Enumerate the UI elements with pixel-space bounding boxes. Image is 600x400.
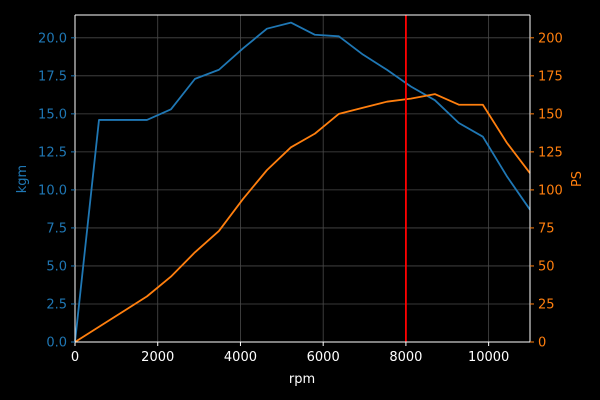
x-tick-label: 2000 xyxy=(141,350,174,365)
y2-tick-label: 25 xyxy=(538,297,555,312)
y2-tick-label: 100 xyxy=(538,183,563,198)
y2-tick-label: 200 xyxy=(538,31,563,46)
y2-tick-label: 50 xyxy=(538,259,555,274)
y2-tick-label: 150 xyxy=(538,107,563,122)
y2-tick-label: 175 xyxy=(538,69,563,84)
series-layer xyxy=(74,15,531,343)
ticks: 0 2000 4000 6000 8000 100000.02.55.07.510.012… xyxy=(38,31,563,365)
y2-tick-label: 75 xyxy=(538,221,555,236)
x-axis-title: rpm xyxy=(289,372,315,387)
y-tick-label: 0.0 xyxy=(46,336,67,351)
y2-tick-label: 125 xyxy=(538,145,563,160)
torque-series-line xyxy=(74,21,531,343)
x-tick-label: 10000 xyxy=(468,350,509,365)
power-series-line xyxy=(74,93,531,343)
y2-tick-label: 0 xyxy=(538,336,546,351)
y-axis-title-right: PS xyxy=(570,171,585,187)
x-tick-label: 0 xyxy=(71,350,79,365)
y-tick-label: 10.0 xyxy=(38,183,67,198)
y-tick-label: 5.0 xyxy=(46,259,67,274)
y-tick-label: 20.0 xyxy=(38,31,67,46)
y-tick-label: 7.5 xyxy=(46,221,67,236)
y-tick-label: 2.5 xyxy=(46,297,67,312)
y-tick-label: 12.5 xyxy=(38,145,67,160)
x-tick-label: 4000 xyxy=(224,350,257,365)
axes xyxy=(74,14,531,343)
y-tick-label: 15.0 xyxy=(38,107,67,122)
grid xyxy=(74,15,530,343)
x-tick-label: 8000 xyxy=(389,350,422,365)
y-tick-label: 17.5 xyxy=(38,69,67,84)
y-axis-title-left: kgm xyxy=(15,165,30,193)
x-tick-label: 6000 xyxy=(307,350,340,365)
